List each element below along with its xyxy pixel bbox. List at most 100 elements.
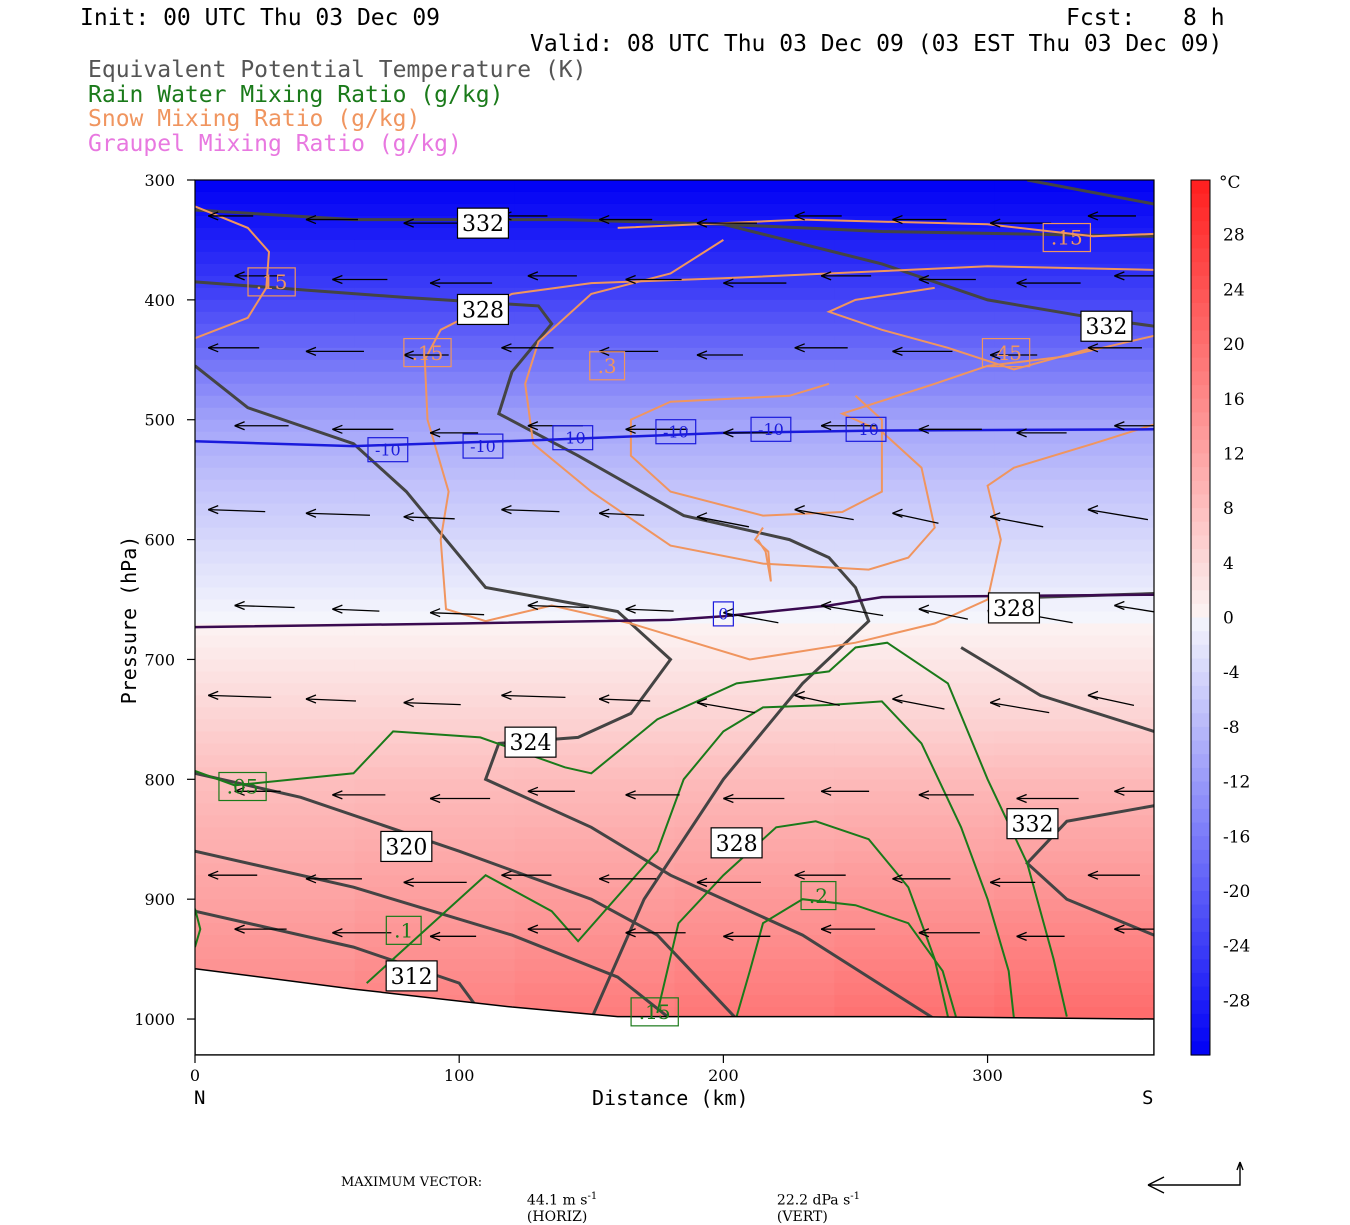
temperature-cell xyxy=(674,659,836,673)
temperature-cell xyxy=(195,323,356,337)
temperature-cell xyxy=(195,707,356,721)
temperature-cell xyxy=(195,659,356,673)
wind-vector xyxy=(598,874,657,884)
theta-e-label: 320 xyxy=(380,830,433,863)
colorbar-tick-label: 16 xyxy=(1223,390,1245,410)
temperature-cell xyxy=(674,767,836,781)
svg-text:332: 332 xyxy=(1011,813,1053,838)
theta-e-label: 312 xyxy=(385,960,438,992)
legend-graupel: Graupel Mixing Ratio (g/kg) xyxy=(88,131,462,157)
wind-vector xyxy=(403,512,455,522)
colorbar-tick-label: -8 xyxy=(1223,718,1240,738)
colorbar-segment xyxy=(1191,494,1210,509)
temperature-cell xyxy=(514,707,676,721)
temperature-cell xyxy=(674,299,836,313)
temperature-cell xyxy=(354,803,516,817)
temperature-cell xyxy=(354,875,516,889)
temperature-cell xyxy=(834,767,996,781)
temperature-cell xyxy=(834,779,996,793)
temperature-cell xyxy=(674,647,836,661)
wind-vector xyxy=(305,346,364,357)
isotherm xyxy=(195,428,1154,448)
temperature-cell xyxy=(674,779,836,793)
colorbar-segment xyxy=(1191,644,1210,660)
temperature-cell xyxy=(674,923,836,937)
colorbar-segment xyxy=(1191,822,1210,837)
wind-vector xyxy=(234,924,287,934)
temperature-cell xyxy=(994,1007,1154,1021)
x-tick-label: 100 xyxy=(444,1066,475,1085)
temperature-cell xyxy=(994,239,1154,253)
colorbar-segment xyxy=(1191,549,1210,564)
temperature-cell xyxy=(195,551,356,565)
temperature-cell xyxy=(674,515,836,529)
colorbar-segment xyxy=(1191,1000,1210,1015)
temperature-cell xyxy=(834,803,996,817)
isotherm-label: -10 xyxy=(367,437,409,463)
colorbar-segment xyxy=(1191,699,1210,714)
wind-vector xyxy=(794,211,842,221)
temperature-cell xyxy=(354,419,516,433)
temperature-cell xyxy=(354,911,516,925)
temperature-cell xyxy=(834,180,996,193)
colorbar-segment xyxy=(1191,972,1210,988)
wind-vector xyxy=(794,505,854,521)
temperature-cell xyxy=(354,659,516,673)
colorbar-segment xyxy=(1191,426,1210,441)
temperature-cell xyxy=(674,311,836,325)
temperature-cell xyxy=(514,695,676,709)
temperature-cell xyxy=(674,683,836,697)
wind-vector xyxy=(1087,690,1135,707)
rain-contour xyxy=(195,908,202,948)
temperature-cell xyxy=(994,935,1154,949)
theta-e-contour xyxy=(960,646,1154,733)
temperature-cell xyxy=(354,899,516,913)
temperature-cell xyxy=(834,539,996,553)
temperature-cell xyxy=(514,527,676,541)
temperature-cell xyxy=(834,515,996,529)
temperature-shading xyxy=(195,180,1154,1055)
wind-vector xyxy=(918,928,980,938)
temperature-cell xyxy=(834,467,996,481)
temperature-cell xyxy=(195,371,356,385)
rain-contour xyxy=(195,641,1068,1017)
colorbar-segment xyxy=(1191,303,1210,318)
wind-vector xyxy=(723,428,773,438)
wind-vector xyxy=(723,793,785,804)
temperature-cell xyxy=(195,839,356,853)
temperature-cell xyxy=(674,623,836,637)
temperature-cell xyxy=(354,671,516,685)
temperature-cell xyxy=(994,959,1154,973)
isotherm xyxy=(195,593,1154,629)
temperature-cell xyxy=(354,587,516,601)
temperature-cell xyxy=(994,251,1154,265)
colorbar-segment xyxy=(1191,740,1210,755)
svg-text:-10: -10 xyxy=(375,440,401,459)
colorbar-segment xyxy=(1191,330,1210,345)
wind-vector xyxy=(794,343,848,353)
temperature-cell xyxy=(994,623,1154,637)
wind-vector xyxy=(598,694,651,704)
temperature-cell xyxy=(514,191,676,205)
wind-vector xyxy=(332,604,380,614)
terrain-ground xyxy=(195,967,1154,1055)
temperature-cell xyxy=(514,635,676,649)
colorbar-segment xyxy=(1191,453,1210,468)
colorbar-segment xyxy=(1191,262,1210,277)
temperature-cell xyxy=(514,503,676,517)
wind-vector xyxy=(696,512,750,528)
temperature-cell xyxy=(834,311,996,325)
temperature-cell xyxy=(994,647,1154,661)
valid-time: Valid: 08 UTC Thu 03 Dec 09 (03 EST Thu … xyxy=(530,31,1223,57)
temperature-cell xyxy=(674,899,836,913)
temperature-cell xyxy=(674,719,836,733)
temperature-cell xyxy=(354,863,516,877)
temperature-cell xyxy=(354,575,516,589)
temperature-cell xyxy=(994,983,1154,997)
temperature-cell xyxy=(834,719,996,733)
temperature-cell xyxy=(674,251,836,265)
temperature-cell xyxy=(514,359,676,373)
temperature-cell xyxy=(994,695,1154,709)
temperature-cell xyxy=(674,467,836,481)
wind-vector xyxy=(527,600,589,611)
